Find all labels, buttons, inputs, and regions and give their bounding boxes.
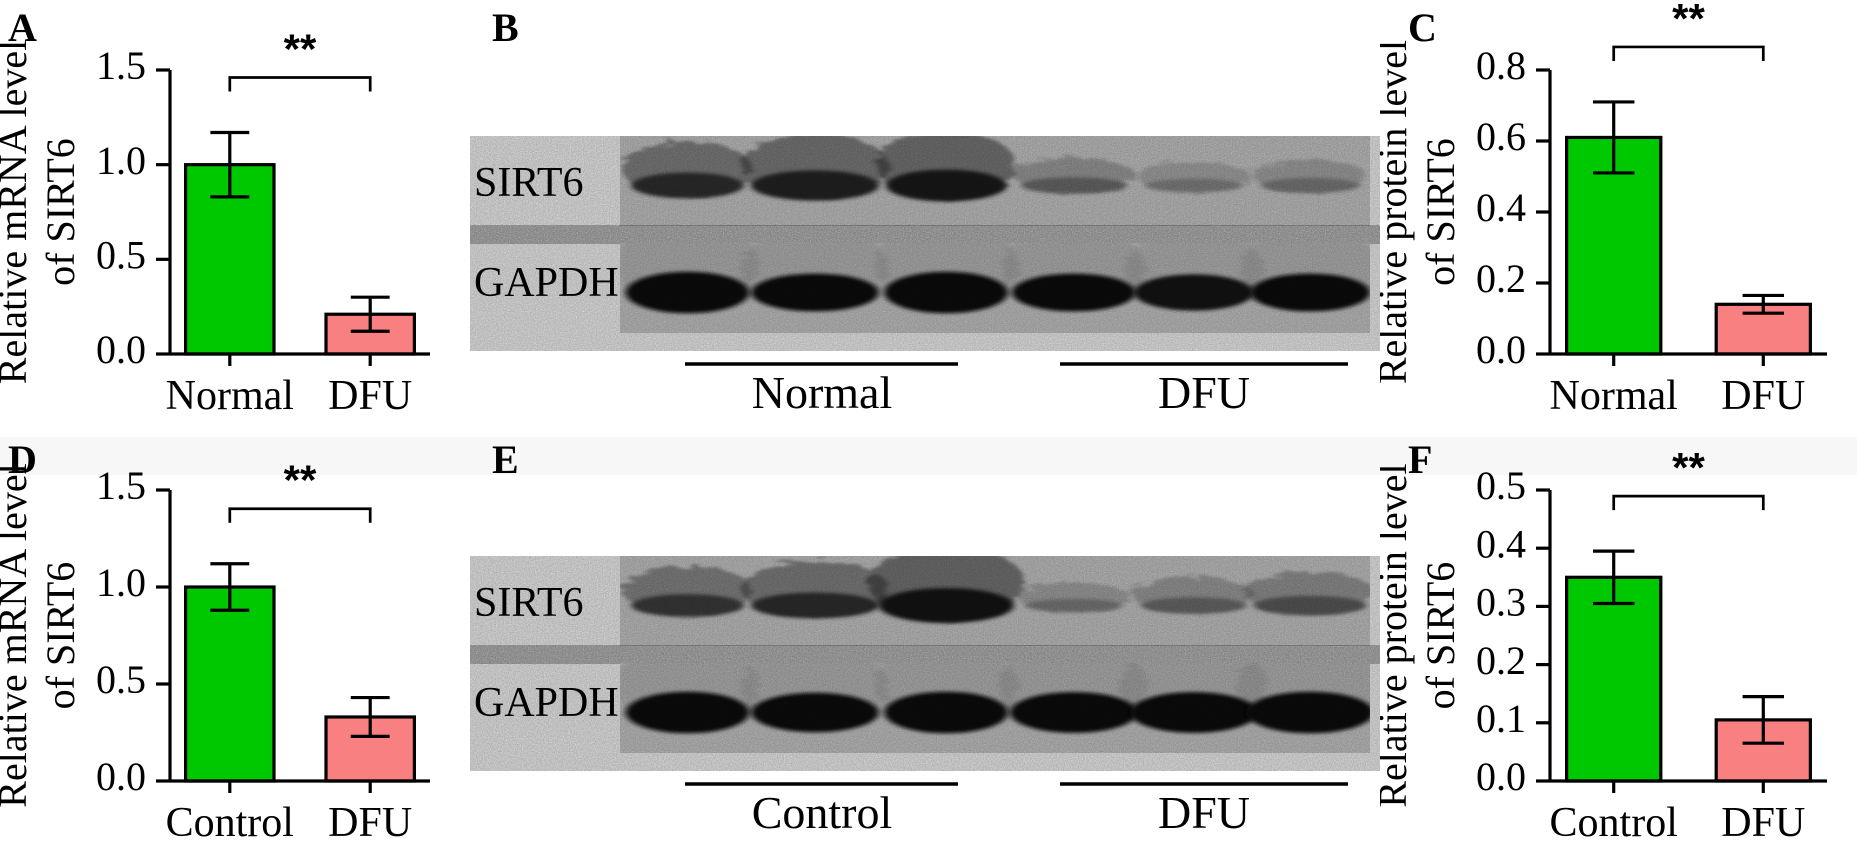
svg-text:Normal: Normal <box>1550 373 1678 419</box>
svg-text:Control: Control <box>752 787 893 836</box>
svg-text:**: ** <box>1672 0 1705 42</box>
svg-text:SIRT6: SIRT6 <box>474 580 584 626</box>
svg-text:Normal: Normal <box>752 367 893 416</box>
svg-text:DFU: DFU <box>1721 800 1805 846</box>
svg-text:0.4: 0.4 <box>1476 521 1526 566</box>
svg-text:1.0: 1.0 <box>96 560 146 605</box>
svg-text:GAPDH: GAPDH <box>474 680 619 726</box>
svg-text:Relative mRNA level: Relative mRNA level <box>0 40 35 384</box>
svg-text:0.0: 0.0 <box>1476 754 1526 799</box>
svg-text:0.0: 0.0 <box>96 327 146 372</box>
svg-text:Normal: Normal <box>166 373 294 419</box>
svg-text:of SIRT6: of SIRT6 <box>1418 562 1463 710</box>
svg-text:SIRT6: SIRT6 <box>474 160 584 206</box>
svg-text:**: ** <box>284 25 317 72</box>
svg-text:0.3: 0.3 <box>1476 580 1526 625</box>
svg-text:**: ** <box>1672 444 1705 491</box>
svg-text:DFU: DFU <box>1158 367 1250 416</box>
svg-text:0.6: 0.6 <box>1476 114 1526 159</box>
svg-text:DFU: DFU <box>328 373 412 419</box>
svg-text:DFU: DFU <box>1721 373 1805 419</box>
svg-text:Relative mRNA level: Relative mRNA level <box>0 463 35 807</box>
svg-text:DFU: DFU <box>1158 787 1250 836</box>
svg-text:Control: Control <box>166 800 294 846</box>
svg-text:1.0: 1.0 <box>96 138 146 183</box>
svg-text:0.2: 0.2 <box>1476 256 1526 301</box>
svg-text:**: ** <box>284 457 317 504</box>
svg-text:0.1: 0.1 <box>1476 696 1526 741</box>
svg-text:of SIRT6: of SIRT6 <box>1418 138 1463 286</box>
svg-text:Control: Control <box>1550 800 1678 846</box>
svg-text:0.8: 0.8 <box>1476 43 1526 88</box>
svg-text:0.0: 0.0 <box>1476 327 1526 372</box>
svg-text:0.2: 0.2 <box>1476 638 1526 683</box>
svg-text:Relative protein level: Relative protein level <box>1380 463 1415 807</box>
svg-text:1.5: 1.5 <box>96 43 146 88</box>
svg-text:1.5: 1.5 <box>96 463 146 508</box>
svg-text:0.5: 0.5 <box>96 233 146 278</box>
svg-text:Relative protein level: Relative protein level <box>1380 40 1415 384</box>
svg-text:DFU: DFU <box>328 800 412 846</box>
svg-text:of SIRT6: of SIRT6 <box>38 562 83 710</box>
svg-text:0.4: 0.4 <box>1476 185 1526 230</box>
svg-text:of SIRT6: of SIRT6 <box>38 138 83 286</box>
svg-text:0.0: 0.0 <box>96 754 146 799</box>
svg-text:0.5: 0.5 <box>1476 463 1526 508</box>
svg-text:0.5: 0.5 <box>96 657 146 702</box>
svg-text:GAPDH: GAPDH <box>474 260 619 306</box>
